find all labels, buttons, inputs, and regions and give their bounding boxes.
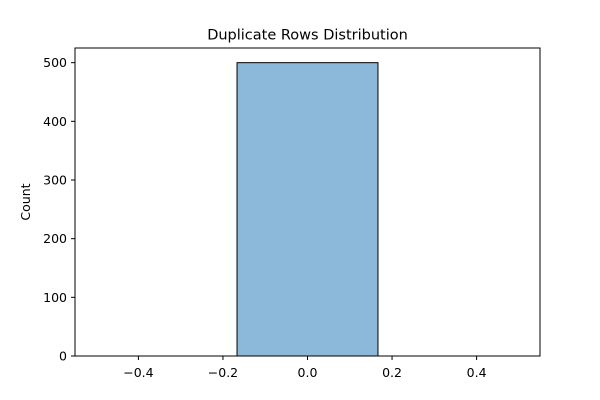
bars-group bbox=[236, 62, 379, 357]
y-tick-label: 300 bbox=[43, 173, 67, 188]
y-tick-label: 200 bbox=[43, 231, 67, 246]
x-tick-label: 0.0 bbox=[298, 365, 318, 380]
x-tick-label: −0.2 bbox=[208, 365, 238, 380]
y-tick-label: 0 bbox=[59, 349, 67, 364]
y-tick-label: 100 bbox=[43, 290, 67, 305]
x-tick-label: 0.2 bbox=[382, 365, 402, 380]
x-tick-label: −0.4 bbox=[123, 365, 153, 380]
x-axis-ticks: −0.4 −0.2 0.0 0.2 0.4 bbox=[123, 356, 487, 380]
chart-title: Duplicate Rows Distribution bbox=[207, 28, 408, 44]
y-axis-ticks: 0 100 200 300 400 500 bbox=[43, 55, 75, 364]
histogram-bar bbox=[236, 62, 379, 357]
y-tick-label: 500 bbox=[43, 55, 67, 70]
x-tick-label: 0.4 bbox=[467, 365, 487, 380]
y-axis-label: Count bbox=[18, 183, 33, 220]
y-tick-label: 400 bbox=[43, 114, 67, 129]
